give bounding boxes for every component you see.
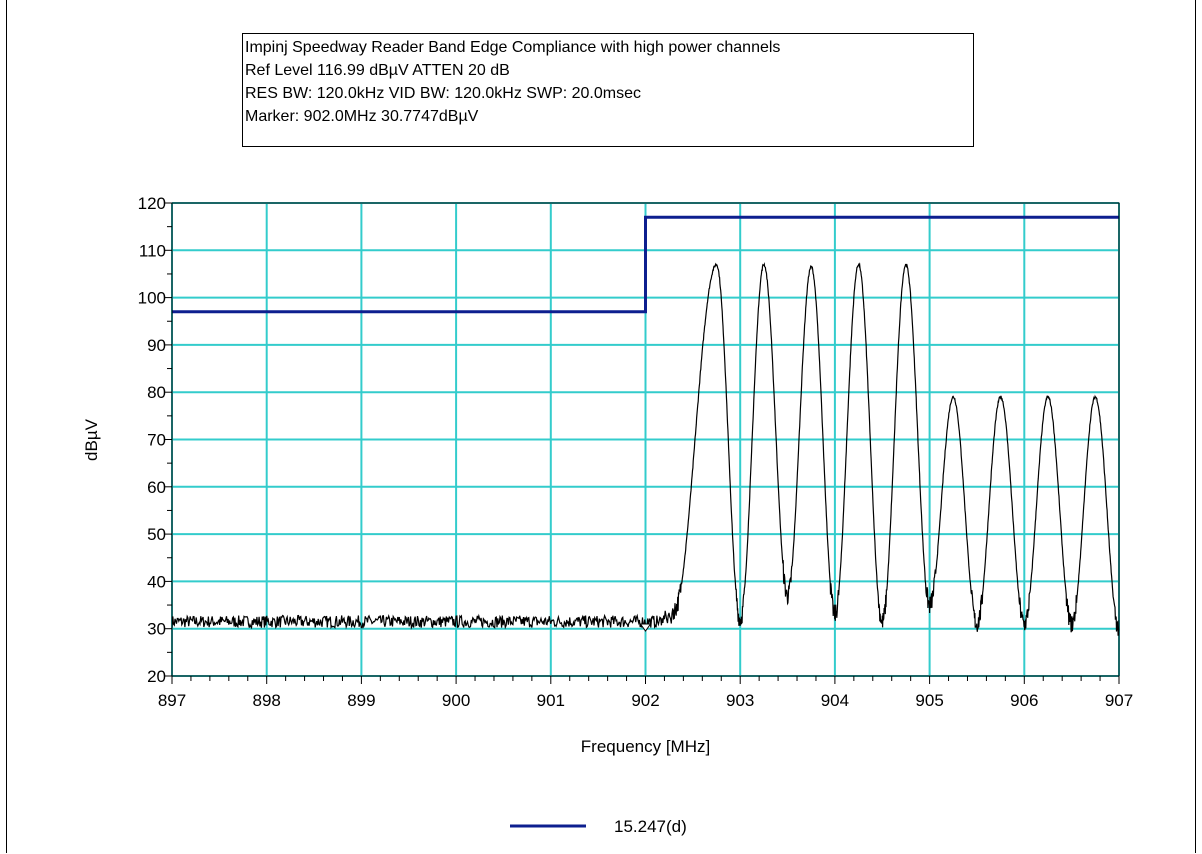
x-tick-label: 903	[726, 691, 754, 710]
y-tick-label: 90	[147, 336, 166, 355]
y-axis-title: dBµV	[82, 418, 101, 461]
info-marker: Marker: 902.0MHz 30.7747dBµV	[245, 108, 479, 125]
plot-border	[171, 202, 1120, 677]
y-tick-label: 50	[147, 525, 166, 544]
y-tick-label: 20	[147, 667, 166, 686]
marker-triangle	[639, 623, 652, 632]
x-tick-labels: 897 898 899 900 901 902 903 904 905 906 907	[158, 691, 1133, 710]
x-tick-label: 905	[915, 691, 943, 710]
x-tick-label: 897	[158, 691, 186, 710]
chart-frame	[6, 0, 1196, 853]
y-tick-label: 60	[147, 478, 166, 497]
y-tick-label: 70	[147, 431, 166, 450]
x-tick-label: 906	[1010, 691, 1038, 710]
legend-label-limit: 15.247(d)	[614, 817, 687, 836]
series-layer	[171, 215, 1120, 636]
trace-line-measured	[171, 261, 1120, 636]
x-tick-label: 902	[631, 691, 659, 710]
y-tick-label: 120	[138, 194, 166, 213]
x-tick-label: 901	[537, 691, 565, 710]
info-title: Impinj Speedway Reader Band Edge Complia…	[245, 39, 781, 56]
y-tick-label: 110	[139, 241, 166, 260]
info-box: Impinj Speedway Reader Band Edge Complia…	[242, 33, 974, 147]
info-ref-level: Ref Level 116.99 dBµV ATTEN 20 dB	[245, 62, 510, 79]
x-axis-title: Frequency [MHz]	[581, 737, 710, 756]
x-tick-label: 904	[821, 691, 849, 710]
minor-ticks	[164, 202, 1120, 684]
x-tick-label: 899	[347, 691, 375, 710]
y-tick-label: 40	[147, 572, 166, 591]
x-tick-label: 900	[442, 691, 470, 710]
legend: 15.247(d)	[510, 817, 687, 836]
x-tick-label: 907	[1105, 691, 1133, 710]
y-tick-label: 80	[147, 383, 166, 402]
info-bandwidth: RES BW: 120.0kHz VID BW: 120.0kHz SWP: 2…	[245, 85, 641, 102]
y-tick-label: 30	[147, 620, 166, 639]
y-tick-label: 100	[138, 289, 166, 308]
y-tick-labels: 20 30 40 50 60 70 80 90 100 110 120	[138, 194, 166, 686]
limit-line-15-247	[172, 215, 1119, 314]
x-tick-label: 898	[253, 691, 281, 710]
